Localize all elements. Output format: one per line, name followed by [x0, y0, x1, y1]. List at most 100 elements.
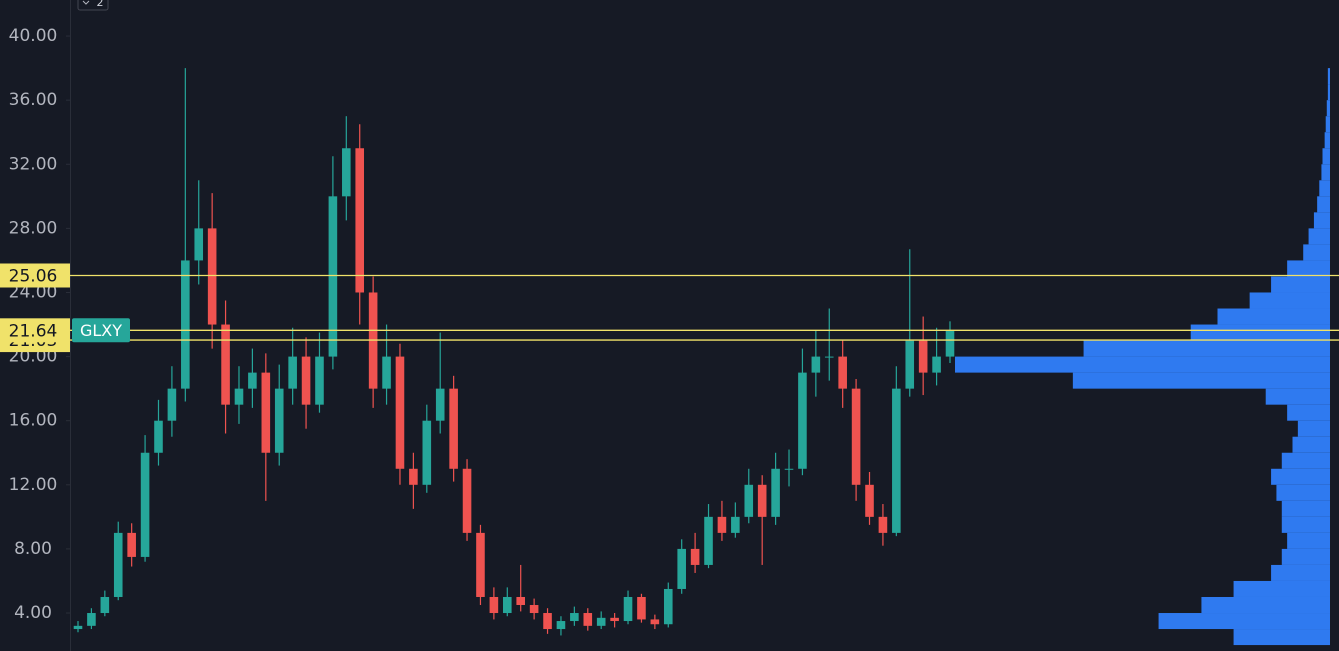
volume-profile-bar — [1233, 629, 1330, 646]
volume-profile-bar — [1292, 436, 1330, 453]
candle-body — [663, 588, 673, 625]
candle-body — [489, 596, 499, 614]
volume-profile-bar — [1327, 68, 1330, 85]
candle-body — [422, 420, 432, 485]
candle-body — [167, 388, 177, 421]
volume-profile-bar — [1281, 548, 1330, 565]
candle-body — [932, 356, 941, 373]
badge-box[interactable] — [77, 0, 109, 11]
volume-profile-bar — [1158, 613, 1330, 630]
candle-body — [583, 613, 593, 626]
volume-profile-bar — [1322, 148, 1330, 165]
candle-body — [798, 372, 807, 469]
candle-body — [127, 532, 136, 557]
candle-body — [838, 356, 847, 389]
candle-body — [248, 372, 257, 389]
volume-profile-bar — [1083, 340, 1330, 357]
candle-body — [543, 613, 552, 630]
volume-profile-bar — [1276, 484, 1330, 501]
volume-profile-bar — [1287, 260, 1330, 277]
price-label-box — [0, 263, 70, 288]
volume-profile-bar — [1308, 228, 1330, 245]
candle-body — [717, 516, 727, 533]
candle-body — [892, 388, 901, 533]
y-tick-label: 28.00 — [9, 218, 58, 238]
candle-body — [824, 356, 834, 358]
volume-profile-bar — [1233, 580, 1330, 597]
volume-profile-bar — [1324, 132, 1330, 149]
candle-body — [650, 619, 660, 625]
volume-profile-bar — [955, 356, 1330, 373]
candle-body — [476, 532, 485, 597]
candle-body — [623, 596, 633, 622]
candle-body — [865, 484, 874, 517]
badge: 2 — [97, 0, 104, 9]
volume-profile-bar — [1281, 500, 1330, 517]
candle-body — [757, 484, 767, 517]
candle-body — [100, 596, 110, 614]
candle-body — [851, 388, 861, 485]
y-tick-label: 4.00 — [14, 603, 52, 623]
volume-profile-bar — [1072, 372, 1330, 389]
y-tick-label: 32.00 — [9, 154, 58, 174]
volume-profile-bar — [1217, 308, 1330, 325]
candle-body — [355, 148, 365, 293]
candle-body — [207, 228, 217, 325]
candle-body — [556, 621, 566, 630]
candle-body — [154, 420, 163, 453]
symbol-label: GLXY — [80, 321, 122, 340]
symbol-label-box — [72, 318, 130, 343]
candle-body — [677, 548, 686, 589]
candle-body — [502, 596, 512, 614]
volume-profile-bar — [1317, 196, 1330, 213]
candle-body — [113, 532, 123, 597]
chevron-icon — [82, 0, 90, 5]
volume-profile-bar — [1297, 420, 1330, 437]
candle-body — [462, 468, 472, 533]
candle-body — [744, 484, 754, 517]
candle-body — [905, 340, 915, 389]
candle-body — [221, 324, 230, 405]
y-tick-label: 36.00 — [9, 90, 58, 110]
candle-body — [610, 617, 619, 622]
candle-body — [194, 228, 204, 261]
candle-body — [87, 613, 96, 626]
volume-profile-bar — [1321, 164, 1330, 181]
candle-body — [704, 516, 713, 565]
candle-body — [315, 356, 324, 405]
candle-body — [234, 388, 244, 405]
volume-profile-bar — [1281, 452, 1330, 469]
volume-profile-bar — [1271, 276, 1330, 293]
volume-profile-bar — [1287, 404, 1330, 421]
candle-body — [342, 148, 351, 197]
candle-body — [516, 596, 526, 606]
candle-body — [570, 613, 579, 622]
candle-body — [690, 548, 700, 565]
candle-body — [395, 356, 405, 469]
volume-profile-bar — [1303, 244, 1330, 261]
candle-body — [409, 468, 418, 485]
y-tick-label: 16.00 — [9, 411, 58, 431]
y-tick-label: 8.00 — [14, 539, 52, 559]
volume-profile-bar — [1271, 468, 1330, 485]
candle-body — [140, 452, 150, 557]
volume-profile-bar — [1281, 516, 1330, 533]
candle-body — [261, 372, 271, 453]
volume-profile-bar — [1327, 84, 1330, 101]
candle-body — [918, 340, 928, 373]
candle-body — [784, 468, 794, 470]
y-tick-label: 40.00 — [9, 26, 58, 46]
candle-body — [771, 468, 780, 517]
price-label: 25.06 — [9, 266, 58, 286]
candle-body — [731, 516, 740, 533]
y-tick-label: 12.00 — [9, 475, 58, 495]
candle-body — [435, 388, 445, 421]
candle-body — [73, 625, 83, 630]
volume-profile-bar — [1287, 532, 1330, 549]
volume-profile-bar — [1190, 324, 1330, 341]
candle-body — [878, 516, 888, 533]
candle-body — [382, 356, 391, 389]
volume-profile-bar — [1319, 180, 1330, 197]
